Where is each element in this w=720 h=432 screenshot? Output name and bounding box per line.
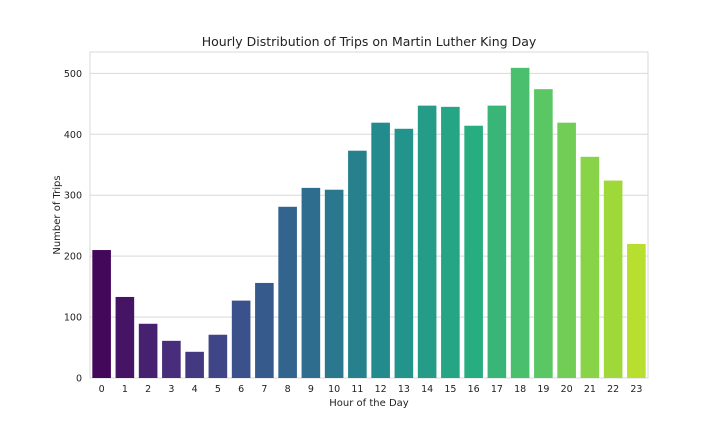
bar-hour-8 <box>278 206 297 378</box>
y-tick-label: 300 <box>64 191 82 202</box>
bar-hour-23 <box>627 243 646 378</box>
bar-hour-2 <box>138 323 158 378</box>
x-tick-label: 22 <box>607 384 619 395</box>
x-tick-label: 23 <box>630 384 642 395</box>
chart-title: Hourly Distribution of Trips on Martin L… <box>202 34 537 49</box>
bar-hour-4 <box>185 351 204 378</box>
x-tick-label: 12 <box>375 384 387 395</box>
bar-hour-7 <box>255 282 274 378</box>
x-tick-label: 20 <box>561 384 573 395</box>
gridlines <box>90 72 648 379</box>
x-tick-label: 2 <box>145 384 151 395</box>
bar-hour-15 <box>441 106 460 378</box>
bar-hour-12 <box>371 122 390 378</box>
x-tick-label: 19 <box>537 384 549 395</box>
bar-hour-22 <box>603 180 623 378</box>
bar-hour-11 <box>348 150 367 378</box>
x-tick-labels: 0 1 2 3 4 5 6 7 8 9 10 11 12 13 14 15 16 17 18 19 20 21 22 23 <box>99 384 643 395</box>
x-tick-label: 17 <box>491 384 503 395</box>
x-tick-label: 16 <box>468 384 480 395</box>
x-tick-label: 14 <box>421 384 433 395</box>
bar-hour-9 <box>301 187 321 378</box>
x-tick-label: 9 <box>308 384 314 395</box>
bar-hour-16 <box>464 125 483 379</box>
x-tick-label: 5 <box>215 384 221 395</box>
bar-hour-20 <box>557 122 576 378</box>
x-tick-label: 3 <box>168 384 174 395</box>
bar-hour-10 <box>324 189 344 378</box>
y-tick-label: 200 <box>64 252 82 263</box>
y-tick-label: 400 <box>64 130 82 141</box>
bar-hour-14 <box>417 105 437 378</box>
x-tick-label: 1 <box>122 384 128 395</box>
bar-hour-18 <box>510 67 530 378</box>
x-tick-label: 21 <box>584 384 596 395</box>
bar-hour-5 <box>208 334 228 378</box>
y-tick-labels: 0 100 200 300 400 500 <box>64 69 82 385</box>
x-tick-label: 11 <box>351 384 363 395</box>
bar-hour-1 <box>115 296 135 378</box>
x-tick-label: 10 <box>328 384 340 395</box>
bar-hour-6 <box>231 300 251 378</box>
bar-hour-19 <box>534 89 553 378</box>
x-tick-label: 15 <box>444 384 456 395</box>
bar-hour-3 <box>162 340 181 378</box>
y-tick-label: 100 <box>64 313 82 324</box>
x-tick-label: 13 <box>398 384 410 395</box>
bars <box>92 67 646 379</box>
x-tick-label: 4 <box>192 384 198 395</box>
x-tick-label: 8 <box>285 384 291 395</box>
bar-hour-21 <box>580 156 600 378</box>
y-tick-label: 500 <box>64 69 82 80</box>
x-axis-label: Hour of the Day <box>329 398 409 409</box>
bar-hour-17 <box>487 105 507 378</box>
y-axis-label: Number of Trips <box>52 175 63 254</box>
x-tick-label: 18 <box>514 384 526 395</box>
x-tick-label: 6 <box>238 384 244 395</box>
y-tick-label: 0 <box>76 374 82 385</box>
x-tick-label: 0 <box>99 384 105 395</box>
x-tick-label: 7 <box>261 384 267 395</box>
bar-hour-0 <box>92 250 111 378</box>
plot-area <box>89 51 649 379</box>
bar-hour-13 <box>394 128 414 378</box>
